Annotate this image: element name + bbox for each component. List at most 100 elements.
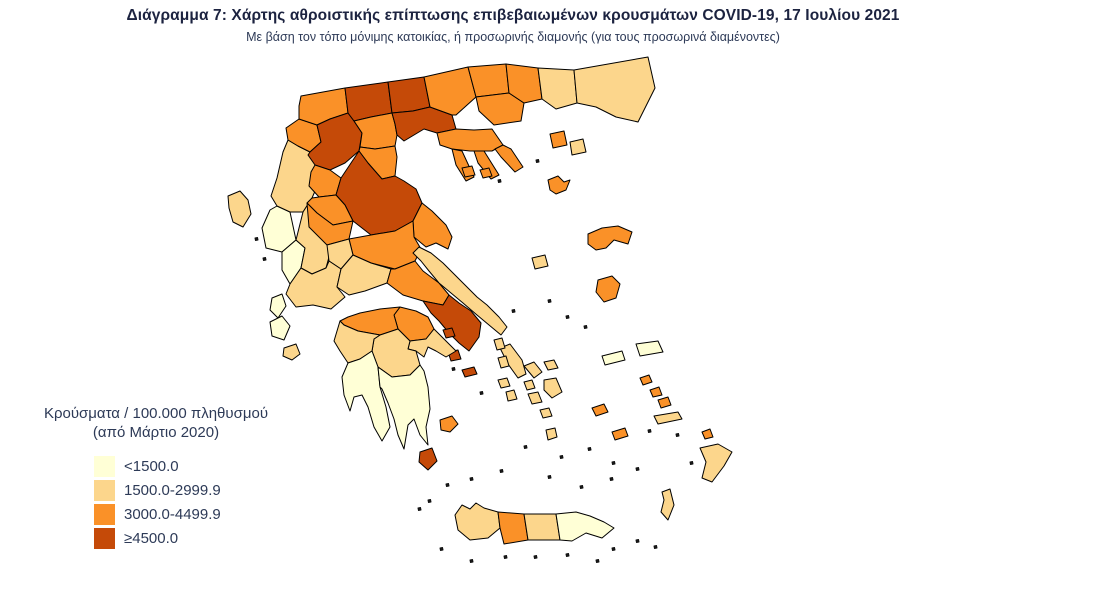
islet-dot	[565, 553, 570, 557]
region-laconia	[377, 364, 431, 450]
region-santorini	[545, 427, 558, 441]
islet-dot	[533, 555, 538, 559]
islet-dot	[479, 391, 484, 395]
islet-dot	[689, 461, 694, 465]
region-kefalonia	[269, 315, 291, 341]
islet-dot	[565, 315, 570, 319]
region-astypalaia	[611, 427, 629, 441]
figure-subtitle: Με βάση τον τόπο μόνιμης κατοικίας, ή πρ…	[246, 30, 780, 44]
islet-dot	[503, 555, 508, 559]
region-thessaloniki	[391, 106, 457, 142]
legend-label: ≥4500.0	[124, 529, 179, 547]
region-paros	[527, 391, 543, 405]
islet-dot	[523, 445, 528, 449]
islet-dot	[595, 559, 600, 563]
region-lasithi	[555, 511, 615, 542]
islet-dot	[469, 477, 474, 481]
legend-swatch-4	[94, 527, 115, 549]
islet-dot	[469, 559, 474, 563]
islet-dot	[653, 545, 658, 549]
region-kos	[653, 411, 683, 425]
region-chios	[595, 275, 621, 303]
region-corfu	[227, 190, 252, 228]
legend-items: <1500.0 1500.0-2999.9 3000.0-4499.9 ≥4500.0	[94, 454, 276, 550]
region-kalymnos	[657, 396, 672, 409]
islet-dot	[611, 461, 616, 465]
islet-dot	[254, 237, 259, 241]
region-attica	[422, 294, 482, 352]
region-skyros	[531, 254, 549, 270]
islet-dot	[579, 485, 584, 489]
islet-dot	[635, 539, 640, 543]
region-rethymno	[497, 511, 529, 545]
region-leros	[649, 386, 663, 398]
legend-swatch-3	[94, 503, 115, 525]
islet-dot	[445, 483, 450, 487]
islet-dot	[451, 367, 456, 371]
map-legend: Κρούσματα / 100.000 πληθυσμού (από Μάρτι…	[36, 404, 276, 550]
legend-title-line1: Κρούσματα / 100.000 πληθυσμού	[43, 405, 269, 422]
region-kilkis	[387, 76, 431, 114]
islet-dot	[547, 475, 552, 479]
legend-item: 3000.0-4499.9	[94, 502, 276, 526]
islet-dot	[511, 309, 516, 313]
legend-swatch-2	[94, 479, 115, 501]
islet-dot	[611, 547, 616, 551]
region-patmos	[639, 374, 653, 386]
region-lefkada	[269, 293, 287, 319]
region-kythnos	[497, 355, 510, 369]
region-thasos	[549, 130, 568, 149]
region-amorgos	[591, 403, 609, 417]
region-milos	[439, 415, 459, 433]
islet-dot	[647, 429, 652, 433]
region-mykonos	[543, 359, 559, 371]
legend-title: Κρούσματα / 100.000 πληθυσμού (από Μάρτι…	[36, 404, 276, 442]
region-imathia	[353, 112, 398, 150]
islet-dot	[635, 467, 640, 471]
figure-title: Διάγραμμα 7: Χάρτης αθροιστικής επίπτωση…	[126, 7, 900, 24]
region-serifos	[497, 377, 511, 389]
legend-swatch-1	[94, 455, 115, 477]
region-zakynthos	[282, 343, 301, 361]
region-syros	[523, 379, 536, 391]
region-euboea	[412, 246, 508, 336]
region-thesprotia	[261, 205, 297, 253]
region-sporades	[461, 165, 493, 179]
region-lesbos	[587, 225, 633, 251]
legend-label: 1500.0-2999.9	[124, 481, 221, 499]
legend-item: 1500.0-2999.9	[94, 478, 276, 502]
region-messenia	[341, 350, 391, 442]
region-karditsa	[306, 202, 354, 246]
region-kythira	[418, 447, 438, 471]
islet-dot	[427, 499, 432, 503]
region-heraklion	[523, 513, 561, 541]
islet-dot	[583, 325, 588, 329]
region-samothraki	[569, 138, 587, 156]
region-serres	[423, 66, 477, 116]
region-magnesia	[412, 202, 453, 250]
legend-item: <1500.0	[94, 454, 276, 478]
region-naxos	[543, 377, 563, 399]
region-chalkidiki	[436, 128, 524, 182]
region-lemnos	[547, 175, 571, 195]
legend-label: 3000.0-4499.9	[124, 505, 221, 523]
islet-dot	[535, 159, 540, 163]
region-karpathos	[660, 488, 675, 521]
islet-dot	[439, 547, 444, 551]
region-samos	[635, 340, 664, 357]
region-rhodes	[699, 443, 733, 483]
region-chania	[454, 502, 501, 541]
region-tinos	[523, 361, 543, 379]
islet-dot	[559, 455, 564, 459]
islet-dot	[499, 469, 504, 473]
islet-dot	[675, 433, 680, 437]
islet-dot	[417, 507, 422, 511]
region-symi	[701, 428, 714, 440]
islet-dot	[609, 477, 614, 481]
region-ios	[539, 407, 553, 419]
region-kea	[493, 337, 506, 351]
islet-dot	[547, 299, 552, 303]
region-ikaria	[601, 350, 626, 366]
